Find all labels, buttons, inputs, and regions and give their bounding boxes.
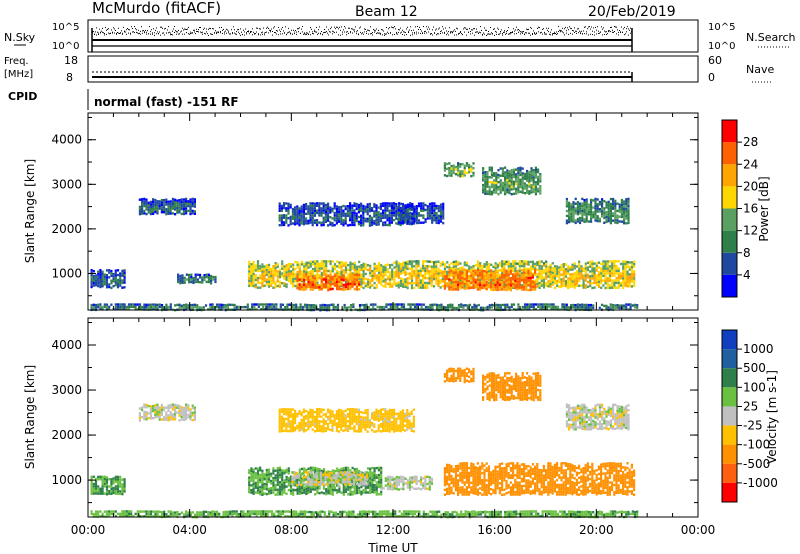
power-colorbar-tick: 12 (743, 224, 758, 238)
date-title: 20/Feb/2019 (588, 4, 676, 20)
power-colorbar-tick: 8 (743, 246, 751, 260)
nave-tick-top: 60 (708, 54, 722, 67)
beam-title: Beam 12 (355, 4, 418, 20)
velocity-colorbar-tick: -1000 (743, 476, 778, 490)
x-tick-label: 04:00 (172, 523, 207, 537)
nsky-tick-top: 10^5 (52, 22, 79, 33)
x-tick-label: 08:00 (274, 523, 309, 537)
power-colorbar-label: Power [dB] (757, 176, 771, 241)
power-panel: 1000 2000 3000 4000 Slant Range [km] (23, 112, 699, 312)
velocity-colorbar-tick: 500 (743, 361, 766, 375)
freq-label: Freq. (4, 56, 29, 67)
velocity-colorbar-tick: -100 (743, 438, 770, 452)
cpid-value: normal (fast) -151 RF (94, 95, 239, 109)
y-tick-label: 1000 (51, 266, 82, 280)
y-tick-label: 2000 (51, 428, 82, 442)
x-tick-label: 00:00 (71, 523, 106, 537)
power-colorbar-tick: 24 (743, 157, 758, 171)
velocity-colorbar-tick: -500 (743, 457, 770, 471)
x-axis-label: Time UT (367, 541, 418, 554)
y-tick-label: 3000 (51, 177, 82, 191)
y-tick-label: 4000 (51, 338, 82, 352)
power-colorbar: 4 8 12 16 20 24 28 Power [dB] (721, 119, 771, 298)
velocity-y-axis: 1000 2000 3000 4000 (51, 322, 698, 504)
nsky-label: N.Sky (4, 31, 36, 44)
nave-tick-bottom: 0 (708, 71, 715, 84)
power-heatmap-cells (90, 162, 639, 312)
velocity-colorbar-tick: 100 (743, 380, 766, 394)
power-colorbar-tick: 4 (743, 268, 751, 282)
velocity-colorbar-tick: 1000 (743, 342, 774, 356)
velocity-colorbar-label: Velocity [m s-1] (765, 370, 779, 464)
cpid-label: CPID (8, 90, 37, 103)
nsky-tick-bottom: 10^0 (52, 41, 79, 52)
velocity-colorbar: 1000 500 100 25 -25 -100 -500 -1000 Velocity [m… (721, 329, 779, 503)
y-tick-label: 1000 (51, 473, 82, 487)
x-tick-label: 16:00 (477, 523, 512, 537)
nsearch-tick-bottom: 10^0 (708, 41, 735, 52)
x-tick-label: 20:00 (579, 523, 614, 537)
nsky-strip: N.Sky 10^5 10^0 10^5 10^0 N.Search (4, 19, 796, 53)
x-tick-label: 12:00 (376, 523, 411, 537)
x-tick-label: 00:00 (681, 523, 716, 537)
velocity-x-axis: 00:00 04:00 08:00 12:00 16:00 20:00 00:00 (71, 318, 716, 537)
velocity-colorbar-tick: -25 (743, 419, 763, 433)
y-tick-label: 4000 (51, 133, 82, 147)
y-tick-label: 2000 (51, 222, 82, 236)
power-y-axis: 1000 2000 3000 4000 (51, 116, 698, 297)
power-x-ticks (87, 113, 699, 310)
power-colorbar-tick: 16 (743, 202, 758, 216)
nsky-trace (91, 26, 633, 52)
freq-tick-bottom: 8 (66, 71, 73, 84)
power-ylabel: Slant Range [km] (23, 159, 37, 263)
power-colorbar-tick: 28 (743, 135, 758, 149)
nsearch-tick-top: 10^5 (708, 22, 735, 33)
y-tick-label: 3000 (51, 383, 82, 397)
nave-label: Nave (746, 63, 774, 76)
power-colorbar-tick: 20 (743, 179, 758, 193)
freq-tick-top: 18 (64, 54, 78, 67)
nsearch-label: N.Search (746, 31, 796, 44)
velocity-colorbar-tick: 25 (743, 399, 758, 413)
velocity-ylabel: Slant Range [km] (23, 365, 37, 469)
freq-strip: Freq. [MHz] 18 8 60 0 Nave (4, 54, 774, 84)
station-title: McMurdo (fitACF) (92, 0, 221, 17)
freq-unit: [MHz] (4, 69, 33, 80)
velocity-heatmap-cells (90, 367, 639, 519)
